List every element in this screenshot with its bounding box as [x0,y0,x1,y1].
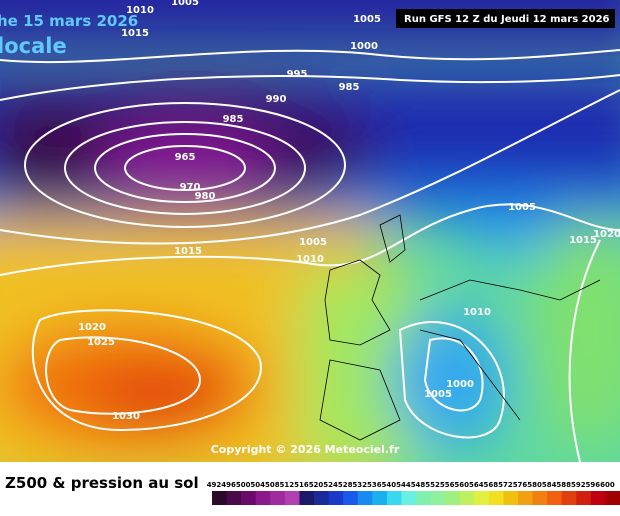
isobar-label: 1030 [112,411,140,422]
colorbar-swatch [547,491,563,505]
isobar-label: 1020 [78,322,106,333]
map-background [0,0,620,500]
colorbar-swatch [503,491,519,505]
colorbar-swatch [212,491,228,505]
colorbar-label: 512 [280,481,295,489]
colorbar-swatch [459,491,475,505]
colorbar-swatch [561,491,577,505]
isobar-label: 1005 [508,202,536,213]
colorbar-swatch [284,491,300,505]
isobar-label: 990 [266,94,287,105]
copyright: Copyright © 2026 Meteociel.fr [211,443,400,456]
colorbar-label: 584 [542,481,557,489]
colorbar-swatch [474,491,490,505]
colorbar-label: 508 [265,481,280,489]
isobar-label: 985 [223,114,244,125]
colorbar-label: 600 [600,481,615,489]
colorbar-label: 576 [513,481,528,489]
isobar-label: 1015 [174,246,202,257]
isobar-label: 1015 [121,28,149,39]
isobar-label: 1025 [87,337,115,348]
subtitle: locale [0,34,67,58]
colorbar-swatch [576,491,592,505]
colorbar-label: 572 [498,481,513,489]
colorbar-label: 532 [352,481,367,489]
colorbar-label: 560 [454,481,469,489]
colorbar-label: 500 [236,481,251,489]
colorbar-label: 536 [367,481,382,489]
isobar-label: 965 [175,152,196,163]
colorbar-swatch [328,491,344,505]
colorbar-swatch [488,491,504,505]
isobar-label: 1010 [126,5,154,16]
colorbar-label: 552 [425,481,440,489]
isobar-label: 1020 [593,229,620,240]
colorbar-swatch [386,491,402,505]
colorbar-label: 496 [221,481,236,489]
colorbar-swatch [430,491,446,505]
isobar-label: 995 [287,69,308,80]
colorbar: 492 496 500 504 508 512 516 520 524 528 532 536 540 5… [207,481,620,505]
colorbar-label: 592 [571,481,586,489]
colorbar-swatch [401,491,417,505]
isobar-label: 980 [195,191,216,202]
colorbar-swatch [226,491,242,505]
run-text: Run GFS 12 Z du Jeudi 12 mars 2026 [404,14,610,25]
colorbar-swatch [241,491,257,505]
isobar-label: 1005 [353,14,381,25]
isobar-label: 1005 [424,389,452,400]
colorbar-swatch [605,491,620,505]
isobar-label: 1000 [350,41,378,52]
colorbar-label: 520 [309,481,324,489]
colorbar-swatch [532,491,548,505]
colorbar-label: 544 [396,481,411,489]
isobar-label: 1010 [296,254,324,265]
footer-title: Z500 & pression au sol [5,474,199,492]
isobar-label: 1005 [171,0,199,8]
colorbar-swatch [416,491,432,505]
colorbar-label: 556 [440,481,455,489]
colorbar-label: 548 [411,481,426,489]
isobar-label: 1000 [446,379,474,390]
colorbar-label: 568 [484,481,499,489]
colorbar-label: 524 [323,481,338,489]
colorbar-swatch [299,491,315,505]
colorbar-label: 588 [556,481,571,489]
colorbar-swatch [270,491,286,505]
colorbar-label: 596 [586,481,601,489]
colorbar-label: 528 [338,481,353,489]
colorbar-swatch [445,491,461,505]
isobar-label: 1005 [299,237,327,248]
colorbar-swatch [590,491,606,505]
colorbar-label: 492 [207,481,222,489]
colorbar-swatch [314,491,330,505]
colorbar-label: 580 [527,481,542,489]
isobar-label: 970 [180,182,201,193]
isobar-label: 1015 [569,235,597,246]
date: he 15 mars 2026 [0,12,138,30]
colorbar-swatch [372,491,388,505]
colorbar-swatch [343,491,359,505]
colorbar-label: 516 [294,481,309,489]
isobar-label: 1010 [348,463,376,474]
colorbar-swatch [255,491,271,505]
isobar-label: 1010 [463,307,491,318]
colorbar-label: 540 [382,481,397,489]
colorbar-label: 504 [250,481,265,489]
colorbar-swatch [518,491,534,505]
isobar-label: 985 [339,82,360,93]
run-box [396,9,615,28]
colorbar-label: 564 [469,481,484,489]
colorbar-swatch [357,491,373,505]
